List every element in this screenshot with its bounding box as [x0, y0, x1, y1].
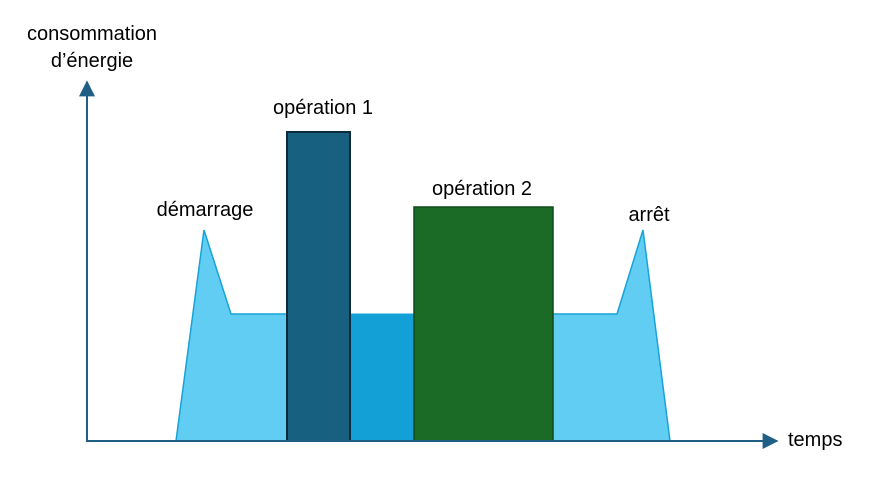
operation-2-bar — [413, 206, 554, 442]
startup-label: démarrage — [157, 199, 254, 221]
shutdown-shape — [551, 229, 671, 442]
x-axis-label: temps — [788, 429, 842, 451]
idle-segment — [349, 313, 417, 442]
operation-2-label: opération 2 — [432, 178, 532, 200]
startup-shape — [175, 229, 291, 442]
operation-1-label: opération 1 — [273, 97, 373, 119]
y-axis-label-line2: d’énergie — [51, 50, 133, 72]
shutdown-label: arrêt — [628, 204, 670, 226]
operation-1-bar — [286, 131, 351, 442]
y-axis-label-line1: consommation — [27, 23, 157, 45]
